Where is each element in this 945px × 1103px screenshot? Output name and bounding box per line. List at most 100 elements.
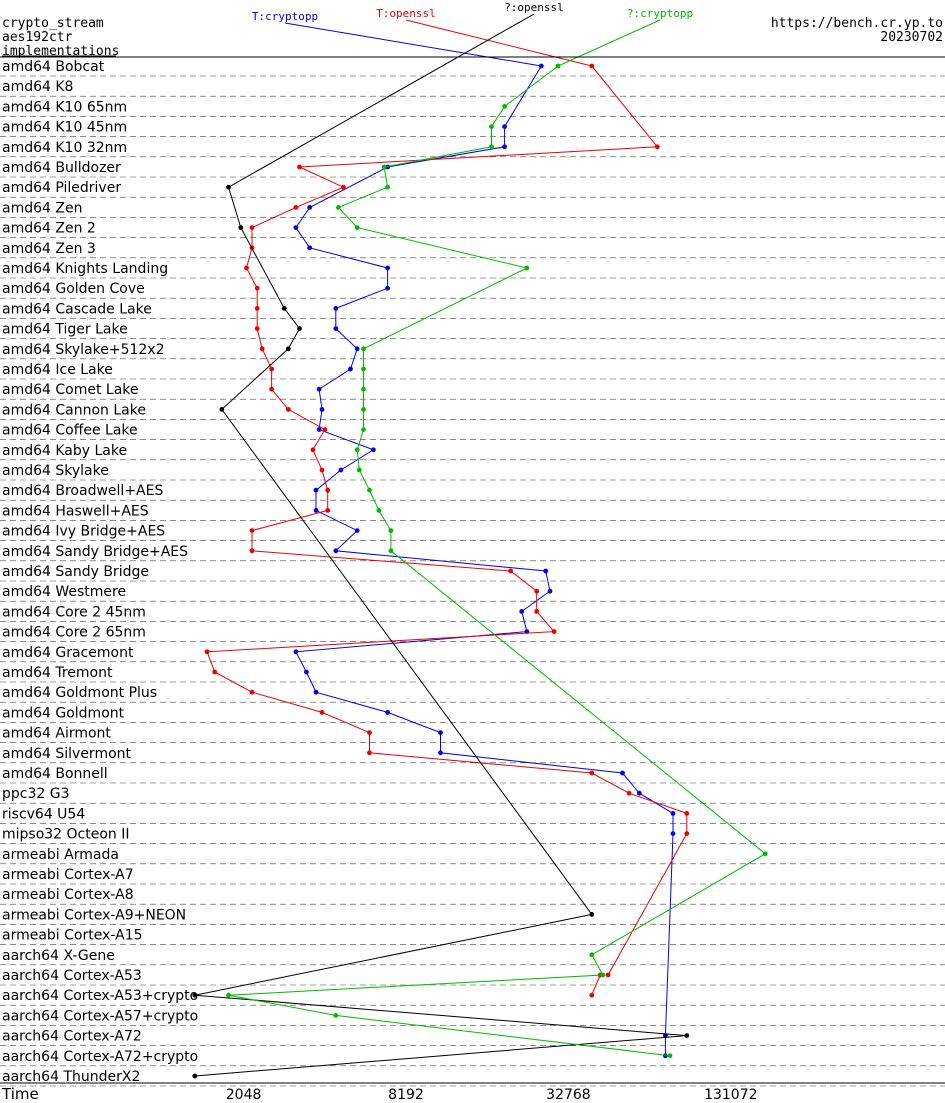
legend-connector [405,19,592,67]
legend-connector [557,19,661,67]
data-point [313,689,319,695]
data-point [438,730,443,735]
data-point [524,265,530,271]
data-point [489,124,494,129]
chart-header: crypto_stream aes192ctr implementations … [2,16,943,59]
data-point [636,790,642,796]
data-point [538,63,544,69]
category-label: amd64 K10 65nm [2,99,127,115]
category-label: amd64 Tremont [2,665,113,681]
data-point [385,285,390,291]
x-axis-label: Time [1,1085,39,1103]
data-point [226,184,231,190]
data-point [589,770,595,776]
category-label: armeabi Armada [2,847,119,863]
data-point [551,629,557,634]
data-point [502,124,507,129]
data-point [204,649,210,655]
data-point [489,144,494,150]
data-point [307,205,313,210]
data-point [249,548,255,554]
data-point [285,346,291,352]
data-point [354,225,360,231]
legend-connector [284,22,542,67]
data-point [354,528,360,533]
data-point [354,346,360,352]
category-label: armeabi Cortex-A8 [2,887,134,903]
legend-label: T:cryptopp [252,10,318,23]
data-point [381,164,387,170]
x-tick-label: 8192 [388,1087,424,1103]
category-label: amd64 Goldmont [2,705,125,721]
data-point [269,366,274,372]
data-point [319,407,325,412]
category-label: ppc32 G3 [2,786,70,802]
series-line [228,65,767,1057]
category-label: amd64 Comet Lake [2,382,139,398]
data-point [338,467,344,473]
data-point [543,568,549,574]
category-label: amd64 K8 [2,79,73,95]
data-point [192,1073,198,1079]
data-point [684,1033,690,1038]
category-label: amd64 Zen [2,200,82,216]
data-point [316,386,322,392]
data-point [281,306,287,311]
data-point [307,245,313,251]
data-point [244,265,249,271]
category-label: amd64 Zen 2 [2,221,96,237]
title-line-1: crypto_stream [2,16,104,31]
category-label: amd64 Bobcat [2,59,105,75]
data-point [249,689,255,695]
data-point [293,205,299,210]
category-label: amd64 Skylake+512x2 [2,342,164,358]
data-point [293,649,299,655]
data-point [325,487,331,493]
category-label: amd64 Core 2 65nm [2,625,146,641]
category-label: amd64 Cascade Lake [2,301,152,317]
legend-connector [228,13,535,188]
series-line [194,187,687,1077]
data-point [219,407,225,412]
category-label: amd64 Sandy Bridge+AES [2,544,188,560]
data-point [333,1013,339,1018]
data-point [376,508,382,513]
category-label: amd64 Piledriver [2,180,121,196]
data-point [361,366,366,372]
data-point [361,346,366,352]
data-point [508,568,513,574]
data-point [371,447,376,453]
data-point [259,346,265,352]
data-point [589,952,595,958]
data-point [534,588,540,594]
data-point [684,811,690,816]
data-point [297,326,302,331]
data-point [438,750,443,756]
category-label: aarch64 Cortex-A72 [2,1029,142,1045]
title-line-3: implementations [2,44,119,59]
data-point [367,487,372,493]
category-label: amd64 Core 2 45nm [2,604,146,620]
category-label: amd64 Bulldozer [2,160,121,176]
data-point [361,427,366,432]
category-label: amd64 Sandy Bridge [2,564,149,580]
series-lines [192,63,768,1079]
category-label: aarch64 Cortex-A57+crypto [2,1008,198,1024]
category-label: amd64 K10 32nm [2,140,127,156]
category-label: amd64 Ice Lake [2,362,113,378]
data-point [605,972,611,978]
data-point [367,750,372,756]
data-point [670,831,676,836]
data-point [385,265,390,271]
data-point [589,912,595,917]
data-point [385,184,390,190]
data-point [388,528,394,533]
data-point [226,992,231,998]
series-3 [192,184,690,1079]
category-label: amd64 Zen 3 [2,241,96,257]
data-point [269,386,274,392]
data-point [620,770,625,776]
data-point [333,326,339,331]
x-tick-label: 32768 [546,1087,591,1103]
